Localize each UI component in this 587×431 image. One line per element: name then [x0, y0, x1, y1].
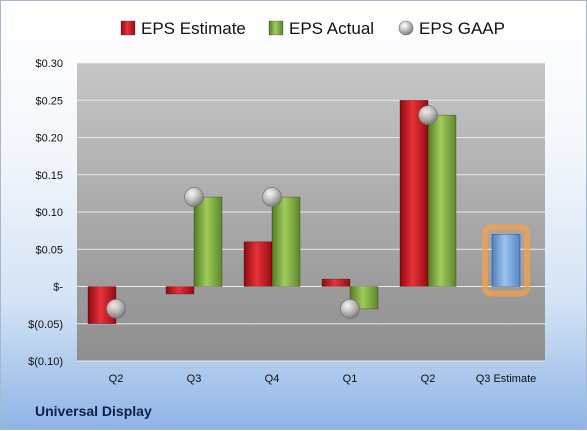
x-tick-label: Q1 [343, 373, 358, 385]
legend-label: EPS Actual [289, 19, 374, 38]
legend-swatch [268, 20, 284, 36]
bar-eps-estimate [243, 241, 273, 287]
y-tick-label: $0.25 [35, 95, 63, 107]
eps-gaap-marker [262, 187, 282, 207]
x-tick-label: Q3 [187, 373, 202, 385]
x-tick-label: Q4 [265, 373, 280, 385]
eps-gaap-marker [340, 299, 360, 319]
company-name: Universal Display [35, 403, 152, 419]
x-tick-label: Q2 [421, 373, 436, 385]
y-tick-label: $- [53, 282, 63, 294]
legend-label: EPS Estimate [141, 19, 246, 38]
x-tick-label: Q3 Estimate [476, 373, 537, 385]
x-tick-label: Q2 [109, 373, 124, 385]
y-tick-label: $0.10 [35, 207, 63, 219]
y-tick-label: $0.05 [35, 244, 63, 256]
y-tick-label: $0.30 [35, 58, 63, 70]
bar-eps-estimate [165, 286, 195, 295]
bar-eps-actual [427, 114, 457, 287]
eps-gaap-marker [184, 187, 204, 207]
legend-swatch [398, 20, 414, 36]
eps-gaap-marker [106, 299, 126, 319]
bar-q3-estimate [491, 234, 521, 287]
y-tick-label: $(0.05) [28, 319, 63, 331]
estimate-highlight-glow [482, 224, 530, 297]
legend-swatch [120, 20, 136, 36]
bar-eps-estimate [399, 99, 429, 287]
y-tick-label: $0.15 [35, 170, 63, 182]
legend-label: EPS GAAP [419, 19, 505, 38]
bar-eps-estimate [321, 278, 351, 287]
bar-eps-actual [193, 196, 223, 287]
eps-gaap-marker [418, 105, 438, 125]
y-tick-label: $0.20 [35, 133, 63, 145]
bar-eps-actual [271, 196, 301, 287]
y-tick-label: $(0.10) [28, 356, 63, 368]
